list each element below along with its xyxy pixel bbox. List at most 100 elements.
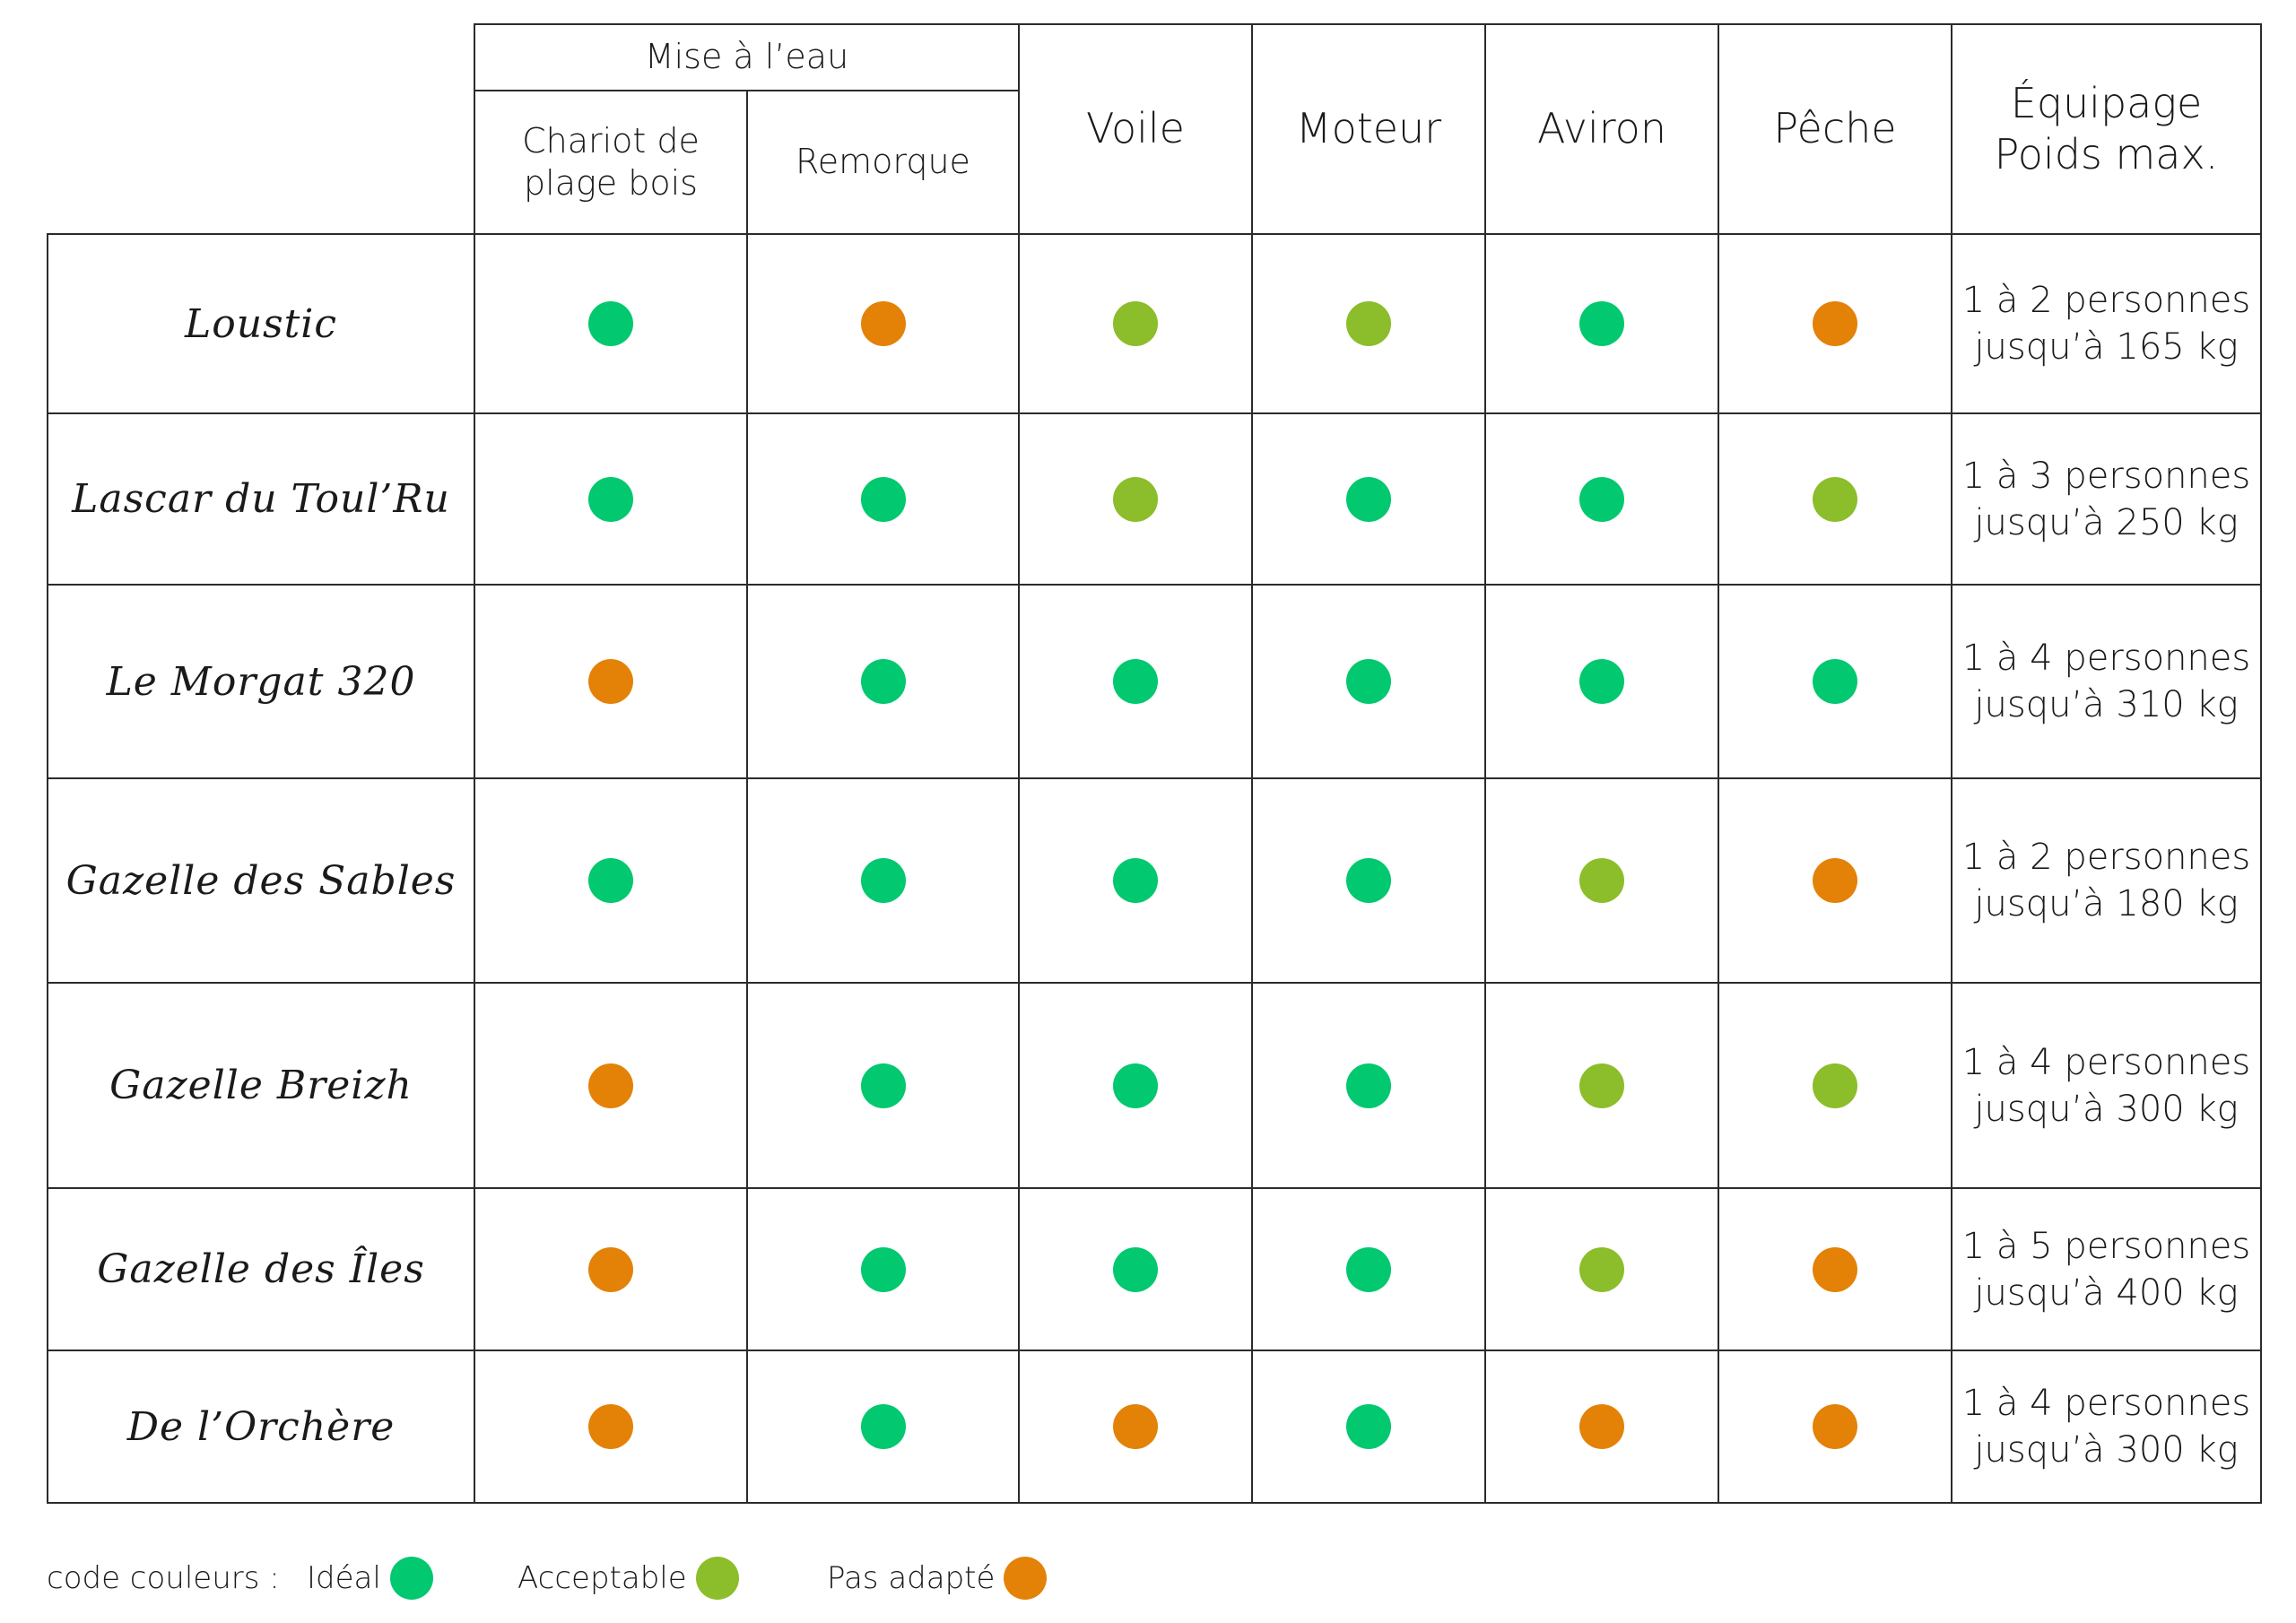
legend-label: Pas adapté [827,1560,996,1596]
acceptable-dot-icon [1113,476,1158,522]
crew-cell: 1 à 3 personnes jusqu’à 250 kg [1951,412,2262,586]
ideal-dot-icon [1579,301,1624,346]
rating-cell-chariot [474,233,748,414]
crew-capacity-line: 1 à 3 personnes [1961,455,2251,497]
ideal-dot-icon [1113,1063,1158,1108]
column-header-label-line: Moteur [1295,104,1442,153]
column-header-voile: Voile [1018,23,1253,235]
rating-cell-voile [1018,982,1253,1189]
rating-cell-moteur [1251,1187,1486,1351]
crew-cell: 1 à 5 personnes jusqu’à 400 kg [1951,1187,2262,1351]
ideal-dot-icon [1113,659,1158,704]
legend-item-not-suitable: Pas adapté [827,1556,1048,1601]
rating-cell-aviron [1484,233,1719,414]
column-header-label: Remorque [796,141,970,184]
boat-name: Gazelle des Sables [65,857,457,904]
ideal-dot-icon [389,1557,433,1600]
legend-item-acceptable: Acceptable [517,1556,739,1601]
rating-cell-remorque [746,233,1020,414]
rating-cell-moteur [1251,1350,1486,1504]
color-legend: code couleurs : Idéal Acceptable Pas ada… [47,1556,1123,1601]
column-header-peche: Pêche [1718,23,1952,235]
column-header-label: Aviron [1537,103,1666,155]
not-suitable-dot-icon [1004,1557,1048,1600]
boat-name: De l’Orchère [126,1403,396,1450]
ideal-dot-icon [860,858,906,903]
rating-cell-moteur [1251,777,1486,984]
column-header-remorque: Remorque [746,90,1020,235]
rating-cell-aviron [1484,412,1719,586]
crew-cell: 1 à 4 personnes jusqu’à 300 kg [1951,982,2262,1189]
header-group-label: Mise à l’eau [644,37,849,77]
legend-title-text: code couleurs : [47,1560,280,1596]
rating-cell-chariot [474,412,748,586]
crew-cell: 1 à 2 personnes jusqu’à 180 kg [1951,777,2262,984]
boat-name: Gazelle des Îles [97,1246,425,1292]
crew-capacity-line: 1 à 4 personnes [1961,638,2251,679]
column-header-label: Voile [1086,103,1185,155]
ideal-dot-icon [1346,1063,1391,1108]
ideal-dot-icon [1346,1404,1391,1449]
crew-capacity-line: jusqu’à 300 kg [1974,1088,2239,1130]
crew-capacity-line: 1 à 2 personnes [1961,837,2251,878]
crew-capacity-line: 1 à 4 personnes [1961,1383,2251,1424]
rating-cell-remorque [746,982,1020,1189]
crew-capacity-line: 1 à 4 personnes [1961,1041,2251,1083]
not-suitable-dot-icon [1813,858,1857,903]
ideal-dot-icon [1579,659,1624,704]
rating-cell-remorque [746,777,1020,984]
boat-comparison-table: Mise à l’eau Chariot de plage bois Remorque… [47,23,2262,1504]
ideal-dot-icon [588,858,633,903]
rating-cell-peche [1718,1350,1952,1504]
crew-capacity-line: jusqu’à 310 kg [1974,684,2239,725]
ideal-dot-icon [1346,1246,1391,1292]
column-header-aviron: Aviron [1484,23,1719,235]
boat-name-cell: Le Morgat 320 [47,584,475,779]
crew-capacity: 1 à 2 personnes jusqu’à 180 kg [1962,834,2250,927]
rating-cell-moteur [1251,233,1486,414]
not-suitable-dot-icon [1813,1246,1857,1292]
crew-capacity: 1 à 5 personnes jusqu’à 400 kg [1962,1223,2250,1316]
rating-cell-peche [1718,233,1952,414]
rating-cell-remorque [746,1187,1020,1351]
column-header-moteur: Moteur [1251,23,1486,235]
crew-capacity: 1 à 3 personnes jusqu’à 250 kg [1962,453,2250,546]
column-header-label-line: Voile [1086,104,1185,153]
crew-capacity: 1 à 2 personnes jusqu’à 165 kg [1962,277,2250,370]
rating-cell-moteur [1251,412,1486,586]
rating-cell-aviron [1484,777,1719,984]
boat-name: Gazelle Breizh [109,1063,413,1108]
rating-cell-peche [1718,777,1952,984]
legend-title: code couleurs : [47,1556,280,1601]
crew-capacity-line: jusqu’à 300 kg [1974,1429,2239,1471]
rating-cell-voile [1018,1350,1253,1504]
not-suitable-dot-icon [588,659,633,704]
column-header-equipage: Équipage Poids max. [1951,23,2262,235]
column-header-chariot: Chariot de plage bois [474,90,748,235]
column-header-label-line: Équipage [2010,78,2203,127]
crew-capacity-line: jusqu’à 250 kg [1974,501,2239,543]
acceptable-dot-icon [1346,301,1391,346]
boat-name: Le Morgat 320 [106,658,416,705]
acceptable-dot-icon [695,1557,739,1600]
crew-capacity: 1 à 4 personnes jusqu’à 300 kg [1962,1039,2250,1133]
ideal-dot-icon [1346,476,1391,522]
ideal-dot-icon [860,1246,906,1292]
header-group-launch: Mise à l’eau [474,23,1020,91]
acceptable-dot-icon [1579,1246,1624,1292]
crew-capacity: 1 à 4 personnes jusqu’à 310 kg [1962,635,2250,728]
column-header-label: Pêche [1773,103,1896,155]
rating-cell-chariot [474,1350,748,1504]
ideal-dot-icon [1113,858,1158,903]
not-suitable-dot-icon [1579,1404,1624,1449]
rating-cell-peche [1718,982,1952,1189]
ideal-dot-icon [588,301,633,346]
rating-cell-aviron [1484,1187,1719,1351]
not-suitable-dot-icon [1113,1404,1158,1449]
boat-name-cell: Gazelle des Îles [47,1187,475,1351]
rating-cell-voile [1018,1187,1253,1351]
crew-capacity-line: jusqu’à 165 kg [1974,326,2239,368]
ideal-dot-icon [860,1404,906,1449]
rating-cell-peche [1718,412,1952,586]
column-header-label: Équipage Poids max. [1995,78,2219,181]
